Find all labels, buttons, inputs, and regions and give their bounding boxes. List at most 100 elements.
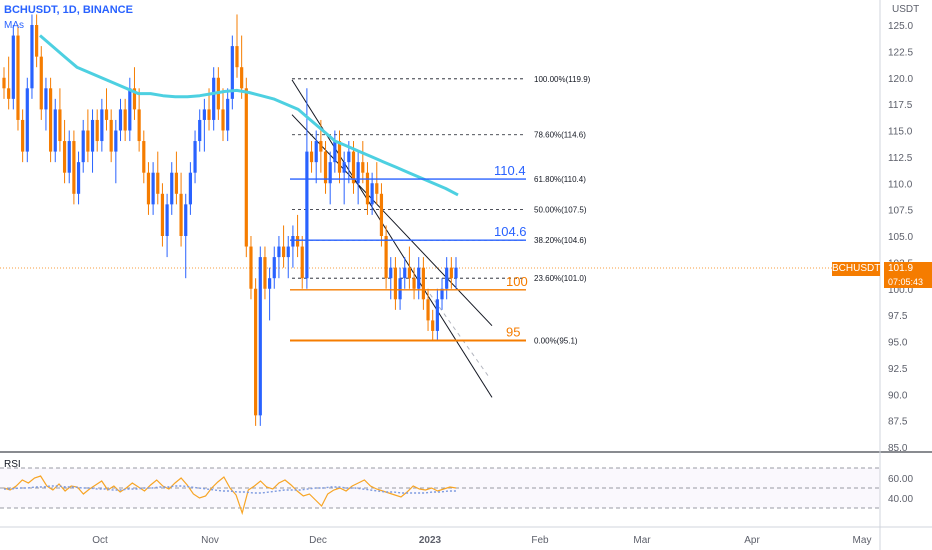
candle-body: [431, 320, 435, 331]
candle: [72, 130, 76, 205]
candle: [128, 77, 132, 142]
candle: [104, 88, 109, 131]
candle: [2, 67, 6, 99]
symbol-title[interactable]: BCHUSDT, 1D, BINANCE: [4, 4, 133, 16]
fibonacci-retracement: 100.00%(119.9) 78.60%(114.6) 61.80%(110.4)…: [292, 75, 591, 345]
candle-body: [277, 246, 281, 258]
candle-body: [95, 119, 99, 142]
candle: [342, 151, 346, 205]
candle-body: [72, 141, 76, 194]
candle-body: [198, 119, 202, 142]
indicator-label-rsi[interactable]: RSI: [4, 459, 21, 470]
candle-body: [174, 172, 179, 194]
candle: [30, 14, 34, 99]
rsi-line: [3, 475, 457, 516]
candle-body: [146, 172, 151, 205]
candle-body: [379, 193, 384, 236]
candle-body: [342, 162, 346, 173]
candle-body: [254, 288, 258, 416]
candle-body: [333, 141, 337, 163]
candle: [337, 130, 342, 184]
fib-label: 50.00%(107.5): [534, 206, 587, 215]
time-tick-label: Dec: [309, 535, 327, 546]
level-label: 110.4: [494, 163, 526, 178]
candle-body: [454, 267, 458, 279]
candle: [393, 257, 398, 310]
candle-body: [81, 130, 85, 163]
candle-body: [67, 141, 71, 173]
candle: [137, 88, 141, 152]
candle: [384, 225, 388, 289]
candle: [193, 130, 197, 184]
candle-body: [319, 141, 323, 152]
indicator-label-mas[interactable]: MAs: [4, 20, 24, 31]
candle-body: [263, 257, 267, 289]
price-tick-label: 97.5: [888, 311, 908, 322]
candle: [58, 88, 62, 152]
candle: [407, 246, 412, 289]
candle: [48, 77, 53, 163]
candle: [365, 162, 370, 215]
candle-body: [212, 77, 216, 120]
candle-body: [435, 299, 439, 331]
candle-body: [58, 109, 62, 142]
candle: [226, 88, 230, 142]
candle-body: [235, 46, 239, 68]
candle-body: [440, 288, 444, 300]
candle-body: [109, 119, 113, 152]
candle: [86, 109, 90, 163]
ma-line: [39, 34, 459, 197]
candle: [100, 98, 104, 152]
price-tick-label: 120.0: [888, 74, 913, 85]
candle: [179, 172, 183, 247]
candle: [328, 151, 332, 205]
candle-body: [249, 246, 253, 289]
candle-body: [156, 172, 160, 194]
candle: [356, 151, 360, 205]
time-tick-label: 2023: [419, 535, 442, 546]
candle: [426, 288, 430, 331]
candle: [412, 267, 416, 300]
candle-body: [295, 236, 300, 247]
time-tick-label: Apr: [744, 535, 760, 546]
ticker-tag: BCHUSDT: [832, 262, 881, 276]
candle-body: [412, 278, 416, 289]
candle: [90, 109, 95, 173]
price-tick-label: 112.5: [888, 153, 913, 164]
candle-body: [300, 246, 304, 279]
candle: [333, 130, 337, 173]
channel-lower: [291, 79, 493, 398]
candle: [25, 77, 29, 163]
fib-label: 0.00%(95.1): [534, 336, 578, 345]
candle: [230, 35, 234, 110]
candle: [67, 130, 71, 184]
candle: [440, 278, 444, 310]
candle-body: [384, 236, 388, 279]
candle: [188, 162, 192, 215]
candle: [114, 119, 118, 184]
candle-body: [132, 88, 137, 110]
candle: [35, 14, 39, 68]
candle-body: [309, 151, 314, 163]
candle: [370, 172, 374, 215]
candle-body: [188, 172, 192, 205]
price-tick-label: 95.0: [888, 338, 908, 349]
candle-body: [356, 162, 360, 184]
candle-body: [328, 162, 332, 184]
candle-body: [445, 267, 449, 289]
candle-body: [449, 267, 453, 279]
candle: [123, 98, 127, 142]
candle-body: [100, 109, 104, 142]
candle-body: [142, 141, 146, 173]
candle-body: [291, 236, 295, 247]
candle: [156, 151, 160, 205]
candle-body: [137, 109, 141, 142]
candle: [132, 67, 137, 120]
candle-body: [76, 162, 81, 194]
candle-body: [281, 246, 286, 258]
candle-body: [114, 130, 118, 152]
candle: [240, 35, 244, 99]
fib-label: 61.80%(110.4): [534, 175, 586, 184]
moving-average: [39, 34, 459, 197]
